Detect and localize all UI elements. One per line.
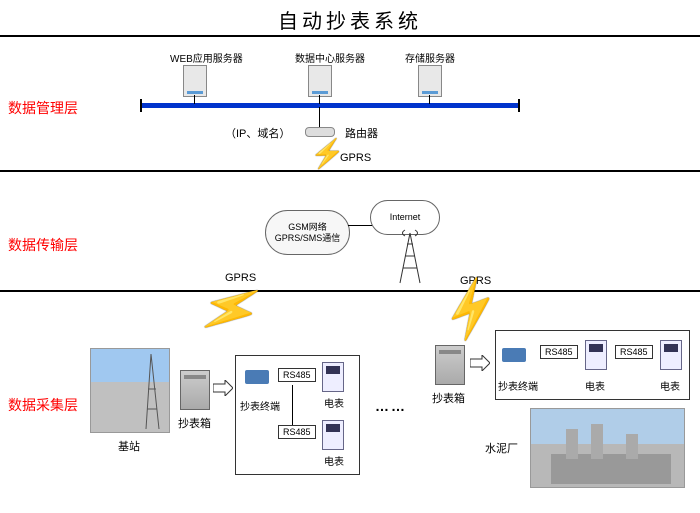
srv-center-drop <box>319 95 320 104</box>
factory-photo <box>530 408 685 488</box>
separator-line-3 <box>0 290 700 292</box>
router-ip-label: （IP、域名） <box>225 125 290 141</box>
base-station-label: 基站 <box>118 438 140 454</box>
srv-storage-drop <box>429 95 430 104</box>
right-cabinet <box>435 345 465 385</box>
router-up-line <box>319 107 320 127</box>
cloud-gsm-line2: GPRS/SMS通信 <box>275 233 341 244</box>
layer-transport-label: 数据传输层 <box>8 235 78 255</box>
separator-line-2 <box>0 170 700 172</box>
router-gprs-label: GPRS <box>340 152 371 164</box>
left-cabinet <box>180 370 210 410</box>
right-meter-1-label: 电表 <box>585 378 605 393</box>
bus-end-right <box>518 99 520 112</box>
left-meter-1 <box>322 362 344 392</box>
title: 自动抄表系统 <box>278 5 422 34</box>
left-meter-2-label: 电表 <box>324 453 344 468</box>
left-terminal-label: 抄表终端 <box>240 398 280 413</box>
router-name: 路由器 <box>345 125 378 141</box>
separator-line-1 <box>0 35 700 37</box>
left-arrow-icon <box>213 380 233 396</box>
cloud-connector <box>348 225 372 226</box>
right-meter-2-label: 电表 <box>660 378 680 393</box>
cell-tower-icon <box>395 228 425 288</box>
cloud-gsm: GSM网络 GPRS/SMS通信 <box>265 210 350 255</box>
right-meter-1 <box>585 340 607 370</box>
base-station-photo <box>90 348 170 433</box>
right-terminal-label: 抄表终端 <box>498 378 538 393</box>
management-bus <box>140 103 520 108</box>
right-rs485-2: RS485 <box>615 345 653 359</box>
server-icon <box>418 65 442 97</box>
left-cabinet-label: 抄表箱 <box>178 415 211 431</box>
right-cabinet-label: 抄表箱 <box>432 390 465 406</box>
cloud-internet-label: Internet <box>390 212 421 223</box>
server-center: 数据中心服务器 <box>295 50 345 99</box>
right-rs485-1: RS485 <box>540 345 578 359</box>
right-arrow-icon <box>470 355 490 371</box>
layer-management-label: 数据管理层 <box>8 98 78 118</box>
cloud-gsm-line1: GSM网络 <box>288 222 327 233</box>
server-icon <box>308 65 332 97</box>
server-storage-label: 存储服务器 <box>405 50 455 65</box>
bus-end-left <box>140 99 142 112</box>
left-rs485-2: RS485 <box>278 425 316 439</box>
left-terminal-icon <box>245 370 269 384</box>
left-vert-line <box>292 385 293 425</box>
left-meter-2 <box>322 420 344 450</box>
left-rs485-1: RS485 <box>278 368 316 382</box>
right-terminal-icon <box>502 348 526 362</box>
bolt-left: ⚡ <box>190 270 271 350</box>
router-icon <box>305 127 335 137</box>
server-center-label: 数据中心服务器 <box>295 50 345 65</box>
server-web: WEB应用服务器 <box>170 50 220 99</box>
dots-separator: …… <box>375 398 407 414</box>
srv-web-drop <box>194 95 195 104</box>
layer-collection-label: 数据采集层 <box>8 395 78 415</box>
right-meter-2 <box>660 340 682 370</box>
server-storage: 存储服务器 <box>405 50 455 99</box>
server-web-label: WEB应用服务器 <box>170 50 220 65</box>
left-meter-1-label: 电表 <box>324 395 344 410</box>
factory-label: 水泥厂 <box>485 440 518 456</box>
server-icon <box>183 65 207 97</box>
